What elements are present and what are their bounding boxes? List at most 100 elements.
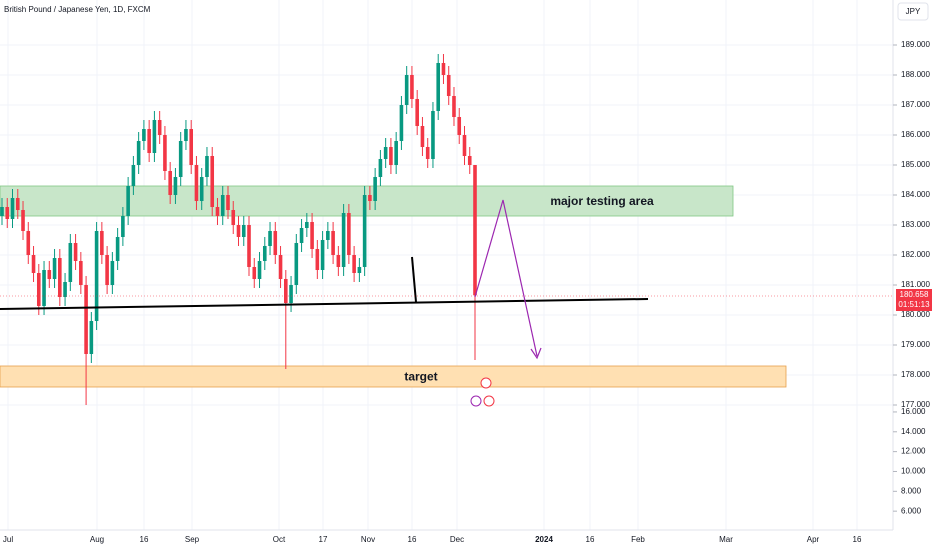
candle-body [257, 261, 262, 279]
projection-path [474, 199, 538, 357]
candle-body [15, 198, 20, 210]
candle-body [0, 207, 4, 216]
candle-body [362, 195, 367, 267]
x-tick-label: Mar [719, 535, 733, 544]
candle-body [399, 105, 404, 141]
candle-body [205, 156, 209, 177]
candle-body [289, 285, 293, 303]
candle-body [331, 231, 335, 255]
candle-body [394, 141, 398, 165]
candle-body [168, 171, 172, 195]
candle-body [63, 282, 67, 297]
x-tick-label: 16 [853, 535, 862, 544]
candle-body [241, 225, 246, 237]
y-tick-label: 177.000 [901, 400, 930, 409]
currency-label: JPY [906, 7, 921, 16]
x-tick-label: Oct [273, 535, 286, 544]
y2-tick-label: 8.000 [901, 486, 922, 495]
candle-body [79, 261, 83, 285]
candle-body [26, 231, 31, 255]
countdown-label: 01:51:13 [898, 300, 930, 309]
candle-body [389, 147, 393, 165]
candle-body [273, 231, 278, 255]
candle-body [105, 255, 109, 285]
candle-body [268, 231, 272, 246]
x-tick-label: Jul [3, 535, 13, 544]
trend-line [0, 298, 649, 310]
y-tick-label: 187.000 [901, 100, 930, 109]
candle-body [178, 141, 183, 177]
price-tag [896, 289, 932, 311]
candle-body [184, 129, 188, 141]
candle-body [305, 222, 309, 228]
y2-tick-label: 12.000 [901, 447, 926, 456]
candle-body [326, 231, 330, 240]
y-tick-label: 178.000 [901, 370, 930, 379]
event-icon[interactable] [480, 377, 492, 389]
x-tick-label: Sep [185, 535, 200, 544]
y-tick-label: 188.000 [901, 70, 930, 79]
x-tick-label: Apr [807, 535, 820, 544]
candle-body [373, 177, 377, 201]
candle-body [163, 135, 167, 171]
x-tick-label: 16 [586, 535, 595, 544]
candle-body [121, 216, 125, 237]
candle-body [425, 147, 430, 159]
candle-body [136, 141, 141, 165]
x-tick-label: 16 [408, 535, 417, 544]
candle-body [247, 225, 251, 267]
zone-label: major testing area [550, 194, 654, 208]
candle-body [473, 165, 477, 296]
candle-body [68, 243, 73, 282]
candle-body [378, 159, 383, 177]
y2-tick-label: 10.000 [901, 467, 926, 476]
candle-body [199, 177, 204, 201]
candle-body [441, 63, 446, 75]
y2-tick-label: 14.000 [901, 427, 926, 436]
currency-box[interactable] [897, 2, 929, 21]
x-tick-label: 17 [319, 535, 328, 544]
event-icon[interactable] [470, 395, 482, 407]
candle-body [347, 213, 351, 255]
zone-label: target [404, 370, 437, 384]
event-icon[interactable] [483, 395, 495, 407]
candle-body [467, 156, 472, 165]
candle-body [278, 255, 283, 279]
candle-body [236, 225, 241, 237]
candle-body [462, 135, 467, 156]
candle-body [10, 198, 15, 219]
candle-body [252, 267, 257, 279]
y-tick-label: 182.000 [901, 250, 930, 259]
y-tick-label: 181.000 [901, 280, 930, 289]
candle-body [320, 240, 325, 270]
candle-body [131, 165, 136, 186]
y2-tick-label: 16.000 [901, 407, 926, 416]
candle-body [5, 207, 10, 219]
candle-body [31, 255, 36, 273]
candle-body [446, 75, 451, 96]
y2-tick-label: 6.000 [901, 506, 922, 515]
chart-title: British Pound / Japanese Yen, 1D, FXCM [4, 5, 151, 14]
candle-body [357, 267, 362, 273]
candle-body [189, 129, 193, 165]
candle-body [47, 270, 52, 279]
x-tick-label: Feb [631, 535, 645, 544]
x-tick-label: Nov [361, 535, 375, 544]
candle-body [284, 279, 288, 303]
y-tick-label: 183.000 [901, 220, 930, 229]
candle-body [404, 75, 409, 105]
candle-body [410, 75, 414, 99]
candle-body [147, 129, 151, 153]
candle-body [210, 156, 215, 207]
projection-arrowhead [530, 347, 542, 360]
candle-body [294, 243, 299, 285]
candle-body [341, 213, 346, 267]
x-tick-label: Aug [90, 535, 104, 544]
x-tick-label: 2024 [535, 535, 553, 544]
candle-body [457, 117, 462, 135]
candle-body [58, 258, 62, 297]
candle-body [52, 258, 57, 279]
y-tick-label: 180.000 [901, 310, 930, 319]
candle-body [94, 231, 99, 321]
